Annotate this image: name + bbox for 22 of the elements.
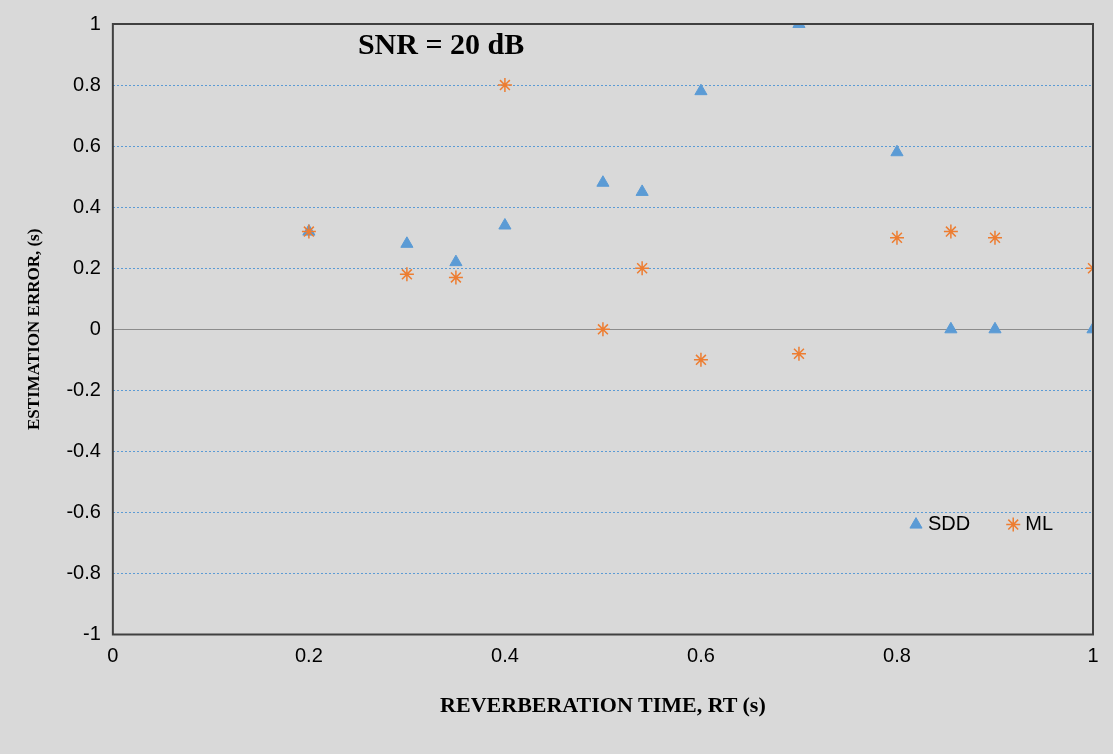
x-tick-label: 0.4: [491, 644, 519, 667]
y-tick-label: -0.2: [66, 377, 101, 400]
y-tick-label: -0.4: [66, 438, 101, 461]
chart-title: SNR = 20 dB: [357, 26, 525, 60]
x-tick-label: 0.6: [687, 644, 715, 667]
x-tick-label: 0.8: [883, 644, 911, 667]
legend-label: SDD: [928, 512, 971, 535]
y-tick-label: 0: [89, 316, 101, 339]
y-tick-label: -1: [83, 622, 101, 645]
x-tick-label: 0: [107, 644, 119, 667]
x-tick-label: 0.2: [294, 644, 323, 667]
x-axis-title: REVERBERATION TIME, RT (s): [440, 692, 766, 718]
y-tick-label: -0.8: [66, 561, 101, 584]
y-tick-label: 0.2: [73, 255, 101, 278]
y-tick-label: 0.6: [73, 133, 101, 156]
y-tick-label: 0.4: [73, 194, 101, 217]
x-tick-label: 1: [1087, 644, 1099, 667]
y-axis-title: ESTIMATION ERROR, (s): [23, 228, 43, 430]
legend-label: ML: [1025, 512, 1054, 535]
y-tick-label: 1: [89, 11, 101, 34]
y-tick-label: 0.8: [73, 72, 101, 95]
y-tick-label: -0.6: [66, 500, 101, 522]
